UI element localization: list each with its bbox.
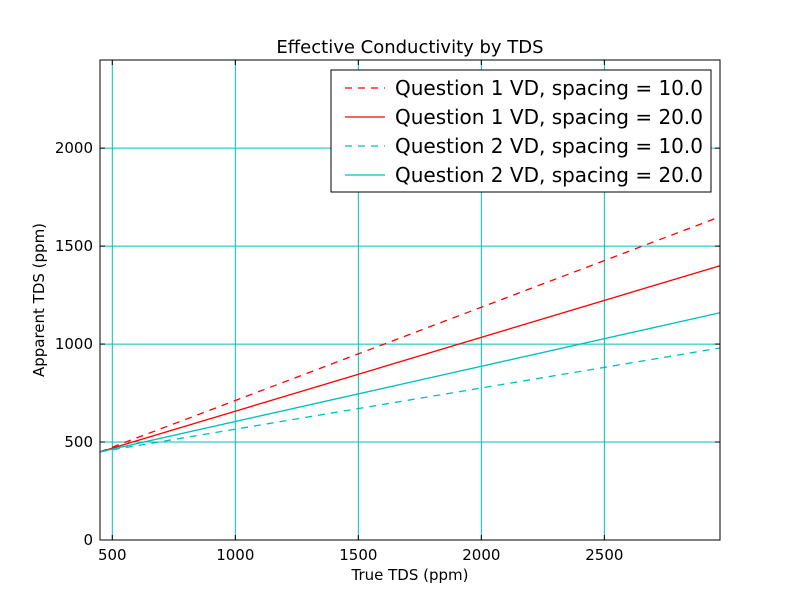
- x-axis-label: True TDS (ppm): [351, 566, 469, 584]
- y-axis-label: Apparent TDS (ppm): [30, 223, 48, 377]
- series-line-3: [99, 347, 721, 453]
- legend: Question 1 VD, spacing = 10.0 Question 1 …: [330, 69, 712, 193]
- y-tick-label: 1500: [55, 237, 93, 255]
- legend-label: Question 2 VD, spacing = 20.0: [395, 163, 703, 187]
- ticks: 500 1000 1500 2000 2500 0 500 1000 1500 2000: [55, 60, 720, 564]
- series-layer: [99, 216, 721, 453]
- series-line-1: [99, 216, 721, 453]
- y-tick-label: 2000: [55, 139, 93, 157]
- y-tick-label: 500: [64, 433, 93, 451]
- y-tick-label: 0: [83, 531, 93, 549]
- legend-box: [330, 69, 712, 193]
- legend-label: Question 2 VD, spacing = 10.0: [395, 134, 703, 158]
- legend-label: Question 1 VD, spacing = 20.0: [395, 105, 703, 129]
- x-tick-label: 1500: [339, 546, 377, 564]
- series-line-4: [99, 312, 721, 453]
- x-tick-label: 1000: [216, 546, 254, 564]
- legend-label: Question 1 VD, spacing = 10.0: [395, 76, 703, 100]
- x-tick-label: 2500: [585, 546, 623, 564]
- series-line-2: [99, 265, 721, 453]
- x-tick-label: 2000: [462, 546, 500, 564]
- x-tick-label: 500: [98, 546, 127, 564]
- chart-title: Effective Conductivity by TDS: [276, 37, 543, 58]
- y-tick-label: 1000: [55, 335, 93, 353]
- plot-frame: [99, 59, 721, 541]
